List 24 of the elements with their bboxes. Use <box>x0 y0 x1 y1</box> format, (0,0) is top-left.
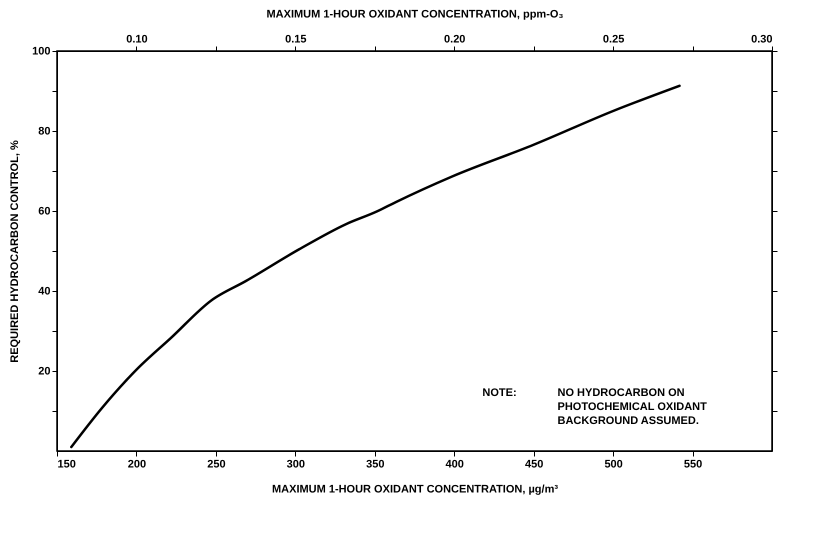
x-tick-label: 550 <box>684 458 702 470</box>
x-tick-label: 400 <box>446 458 464 470</box>
annotation: NO HYDROCARBON ON PHOTOCHEMICAL OXIDANT BACKGROUND ASSUMED. <box>558 387 708 427</box>
x2-tick-label: 0.10 <box>126 34 148 46</box>
y-tick-label: 20 <box>38 366 50 378</box>
y-axis-title: REQUIRED HYDROCARBON CONTROL, % <box>9 140 22 363</box>
x-tick-label: 300 <box>286 458 306 470</box>
x-tick-label: 350 <box>366 458 384 470</box>
y-tick-label: 40 <box>38 286 50 298</box>
x-tick-label: 250 <box>207 458 226 470</box>
y-tick-label: 80 <box>38 126 50 138</box>
x2-axis-title: MAXIMUM 1-HOUR OXIDANT CONCENTRATION, ppm-O₃ <box>266 8 564 20</box>
annotation: NOTE: <box>482 387 517 399</box>
x2-tick-label: 0.20 <box>444 34 466 46</box>
x2-tick-label: 0.30 <box>751 34 772 46</box>
x2-tick-label: 0.15 <box>285 34 307 46</box>
x-axis-title: MAXIMUM 1-HOUR OXIDANT CONCENTRATION, µg/m³ <box>272 484 558 496</box>
x-tick-label: 150 <box>58 458 76 470</box>
x-tick-label: 500 <box>604 458 623 470</box>
x-tick-label: 450 <box>524 458 544 470</box>
y-tick-label: 60 <box>38 206 50 218</box>
x2-tick-label: 0.25 <box>602 34 624 46</box>
y-tick-label: 100 <box>32 46 50 58</box>
x-tick-label: 200 <box>128 458 146 470</box>
